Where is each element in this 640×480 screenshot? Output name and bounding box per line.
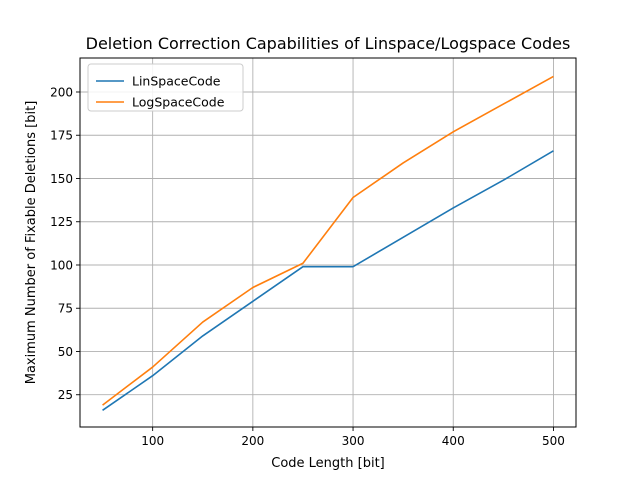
x-axis-label: Code Length [bit] — [271, 456, 385, 471]
y-tick-label: 150 — [50, 172, 73, 186]
y-tick-label: 75 — [58, 302, 73, 316]
series-line-linspacecode — [102, 150, 554, 411]
series-lines — [102, 75, 554, 411]
grid — [80, 58, 576, 427]
legend: LinSpaceCode LogSpaceCode — [87, 63, 244, 112]
y-tick-label: 100 — [50, 258, 73, 272]
y-tick-label: 175 — [50, 129, 73, 143]
legend-label: LogSpaceCode — [132, 95, 225, 110]
x-tick-label: 200 — [241, 434, 264, 448]
x-tick-label: 400 — [442, 434, 465, 448]
axis-ticks: 100 200 300 400 500 25 50 75 100 125 150 175 200 — [50, 85, 565, 448]
legend-label: LinSpaceCode — [132, 74, 221, 89]
legend-box — [87, 63, 244, 112]
y-tick-label: 50 — [58, 345, 73, 359]
y-tick-label: 200 — [50, 85, 73, 99]
y-tick-label: 125 — [50, 215, 73, 229]
series-line-logspacecode — [102, 75, 554, 406]
y-axis-label: Maximum Number of Fixable Deletions [bit… — [24, 101, 39, 385]
x-tick-label: 100 — [141, 434, 164, 448]
chart-title: Deletion Correction Capabilities of Lins… — [86, 34, 571, 53]
plot-frame — [79, 57, 577, 428]
x-tick-label: 500 — [542, 434, 565, 448]
x-tick-label: 300 — [342, 434, 365, 448]
y-tick-label: 25 — [58, 388, 73, 402]
